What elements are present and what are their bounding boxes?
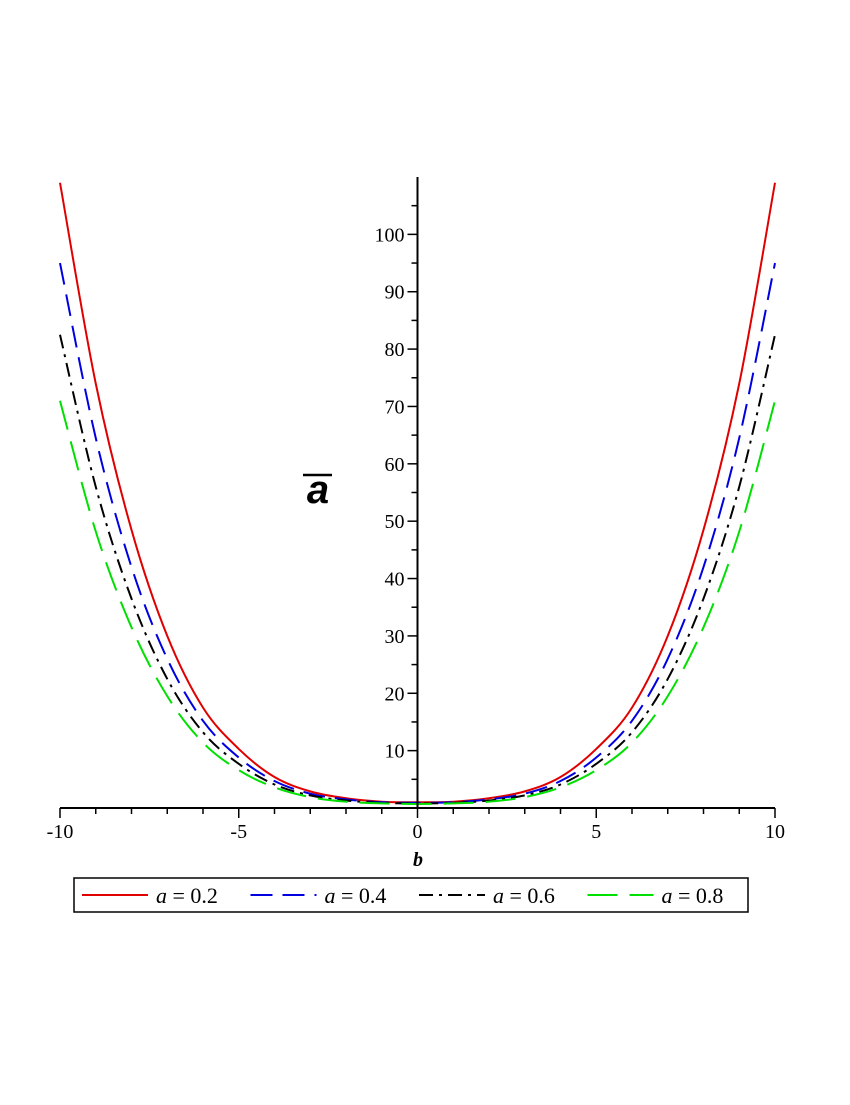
x-axis-label: b [413, 849, 423, 871]
y-tick-label: 60 [385, 454, 405, 476]
y-tick-label: 80 [385, 339, 405, 361]
y-tick-label: 90 [385, 282, 405, 304]
y-tick-label: 40 [385, 569, 405, 591]
x-tick-label: 10 [765, 821, 785, 843]
x-tick-label: 0 [413, 821, 423, 843]
legend-label-2: a = 0.4 [325, 883, 387, 908]
legend-label-1: a = 0.2 [156, 883, 218, 908]
y-tick-label: 100 [375, 224, 405, 246]
legend-label-3: a = 0.6 [493, 883, 555, 908]
x-tick-label: -5 [230, 821, 247, 843]
y-tick-label: 50 [385, 511, 405, 533]
ticks: -10 -5 0 5 10 10 20 30 40 50 60 70 80 90 100 [47, 204, 785, 843]
x-tick-label: 5 [591, 821, 601, 843]
y-tick-label: 30 [385, 626, 405, 648]
y-tick-label: 70 [385, 396, 405, 418]
legend-label-4: a = 0.8 [662, 883, 724, 908]
legend: a = 0.2 a = 0.4 a = 0.6 a = 0.8 [73, 877, 749, 913]
y-axis-label: a [307, 468, 329, 512]
y-tick-label: 20 [385, 683, 405, 705]
y-tick-label: 10 [385, 741, 405, 763]
x-tick-label: -10 [47, 821, 74, 843]
